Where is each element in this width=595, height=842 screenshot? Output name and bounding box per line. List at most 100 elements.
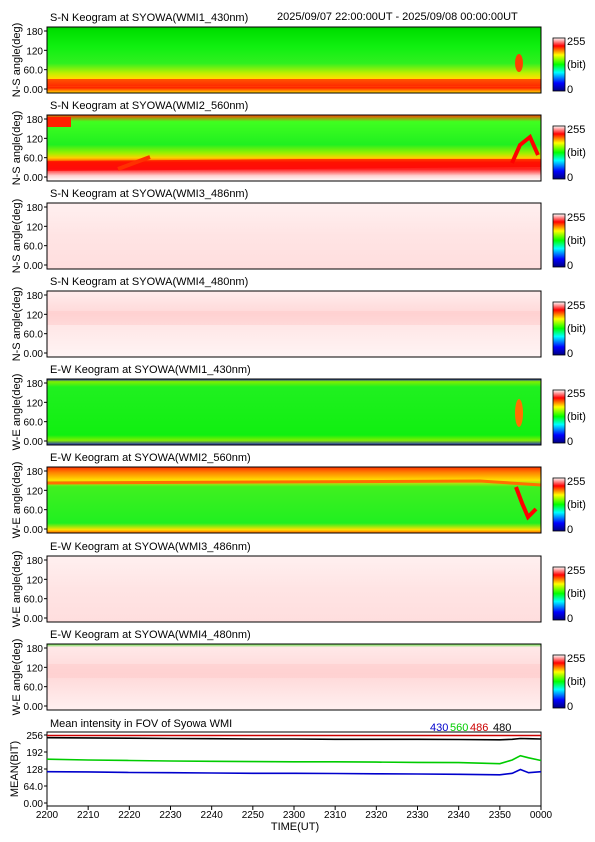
y-tick-label: 0.00 <box>24 525 44 536</box>
keogram-title: S-N Keogram at SYOWA(WMI2_560nm) <box>50 100 248 112</box>
keogram-ylabel: N-S angle(deg) <box>11 287 23 362</box>
y-tick-label: 120 <box>26 222 43 233</box>
keogram-panel: E-W Keogram at SYOWA(WMI4_480nm) W-E angl… <box>11 629 586 715</box>
y-tick-label: 0.00 <box>24 261 44 272</box>
keogram-image <box>47 115 541 181</box>
colorbar-max: 255 <box>567 653 585 665</box>
time-range-header: 2025/09/07 22:00:00UT - 2025/09/08 00:00… <box>277 11 518 23</box>
x-tick-label: 2320 <box>365 810 388 821</box>
y-tick-label: 256 <box>26 731 43 742</box>
aurora-feature <box>514 486 538 521</box>
y-tick-label: 120 <box>26 134 43 145</box>
keogram-title: S-N Keogram at SYOWA(WMI3_486nm) <box>50 188 248 200</box>
series-line-430 <box>46 768 542 776</box>
colorbar <box>552 477 566 532</box>
mean-plot-area <box>46 731 542 807</box>
aurora-feature <box>515 54 523 72</box>
y-tick-label: 60.0 <box>24 330 44 341</box>
y-tick-label: 180 <box>26 644 43 655</box>
keogram-frame <box>46 378 542 446</box>
keogram-title: S-N Keogram at SYOWA(WMI4_480nm) <box>50 276 248 288</box>
aurora-feature <box>510 133 540 164</box>
y-tick-label: 120 <box>26 310 43 321</box>
y-tick-label: 0.00 <box>24 799 44 810</box>
colorbar <box>552 37 566 92</box>
series-line-480 <box>46 736 542 741</box>
y-tick-label: 120 <box>26 663 43 674</box>
colorbar <box>552 301 566 356</box>
colorbar-max: 255 <box>567 212 585 224</box>
keogram-panel: E-W Keogram at SYOWA(WMI3_486nm) W-E angl… <box>11 541 586 627</box>
mean-ylabel: MEAN(BIT) <box>9 741 21 797</box>
y-tick-label: 180 <box>26 27 43 38</box>
y-tick-label: 60.0 <box>24 66 44 77</box>
y-tick-label: 0.00 <box>24 85 44 96</box>
y-tick-label: 0.00 <box>24 614 44 625</box>
x-tick-label: 2240 <box>201 810 224 821</box>
x-tick-label: 2310 <box>324 810 347 821</box>
aurora-feature <box>515 399 523 427</box>
y-tick-label: 120 <box>26 398 43 409</box>
keogram-image <box>47 203 541 269</box>
x-tick-label: 2250 <box>242 810 265 821</box>
keogram-panel: S-N Keogram at SYOWA(WMI4_480nm) N-S angl… <box>11 276 586 361</box>
colorbar <box>552 566 566 621</box>
keogram-ylabel: W-E angle(deg) <box>11 639 23 716</box>
y-tick-label: 60.0 <box>24 683 44 694</box>
colorbar-max: 255 <box>567 476 585 488</box>
keogram-title: E-W Keogram at SYOWA(WMI4_480nm) <box>50 629 251 641</box>
colorbar-max: 255 <box>567 300 585 312</box>
x-tick-label: 2210 <box>77 810 100 821</box>
y-tick-label: 60.0 <box>24 595 44 606</box>
colorbar-min: 0 <box>567 436 573 448</box>
y-tick-label: 180 <box>26 467 43 478</box>
keogram-frame <box>46 290 542 358</box>
y-tick-label: 180 <box>26 203 43 214</box>
colorbar-min: 0 <box>567 701 573 713</box>
keogram-frame <box>46 643 542 711</box>
y-tick-label: 60.0 <box>24 418 44 429</box>
x-tick-label: 2230 <box>159 810 182 821</box>
keogram-title: E-W Keogram at SYOWA(WMI3_486nm) <box>50 541 251 553</box>
y-tick-label: 0.00 <box>24 437 44 448</box>
y-tick-label: 180 <box>26 379 43 390</box>
keogram-title: E-W Keogram at SYOWA(WMI1_430nm) <box>50 364 251 376</box>
keogram-panel: S-N Keogram at SYOWA(WMI3_486nm) N-S angl… <box>11 188 586 273</box>
x-tick-label: 0000 <box>530 810 553 821</box>
y-tick-label: 120 <box>26 575 43 586</box>
colorbar <box>552 654 566 709</box>
colorbar-unit: (bit) <box>567 323 586 335</box>
keogram-ylabel: N-S angle(deg) <box>11 199 23 274</box>
x-tick-label: 2340 <box>448 810 471 821</box>
colorbar-unit: (bit) <box>567 588 586 600</box>
x-tick-label: 2350 <box>489 810 512 821</box>
emission-band <box>47 664 541 678</box>
colorbar-min: 0 <box>567 348 573 360</box>
colorbar-unit: (bit) <box>567 59 586 71</box>
colorbar-unit: (bit) <box>567 147 586 159</box>
keogram-title: E-W Keogram at SYOWA(WMI2_560nm) <box>50 452 251 464</box>
keogram-frame <box>46 114 542 182</box>
colorbar-unit: (bit) <box>567 411 586 423</box>
colorbar <box>552 213 566 268</box>
colorbar <box>552 125 566 180</box>
y-tick-label: 0.00 <box>24 349 44 360</box>
keogram-image <box>47 379 541 445</box>
y-tick-label: 60.0 <box>24 154 44 165</box>
y-tick-label: 192 <box>26 748 43 759</box>
keogram-ylabel: N-S angle(deg) <box>11 23 23 98</box>
y-tick-label: 64.0 <box>24 782 44 793</box>
y-tick-label: 0.00 <box>24 702 44 713</box>
keogram-panel: E-W Keogram at SYOWA(WMI2_560nm) W-E angl… <box>11 452 586 538</box>
y-tick-label: 60.0 <box>24 506 44 517</box>
keogram-title: S-N Keogram at SYOWA(WMI1_430nm) <box>50 12 248 24</box>
colorbar-min: 0 <box>567 260 573 272</box>
keogram-ylabel: W-E angle(deg) <box>11 551 23 628</box>
y-tick-label: 180 <box>26 556 43 567</box>
keogram-frame <box>46 202 542 270</box>
aurora-arc <box>117 155 151 171</box>
colorbar-min: 0 <box>567 172 573 184</box>
y-tick-label: 120 <box>26 46 43 57</box>
keogram-ylabel: W-E angle(deg) <box>11 462 23 539</box>
colorbar <box>552 389 566 444</box>
